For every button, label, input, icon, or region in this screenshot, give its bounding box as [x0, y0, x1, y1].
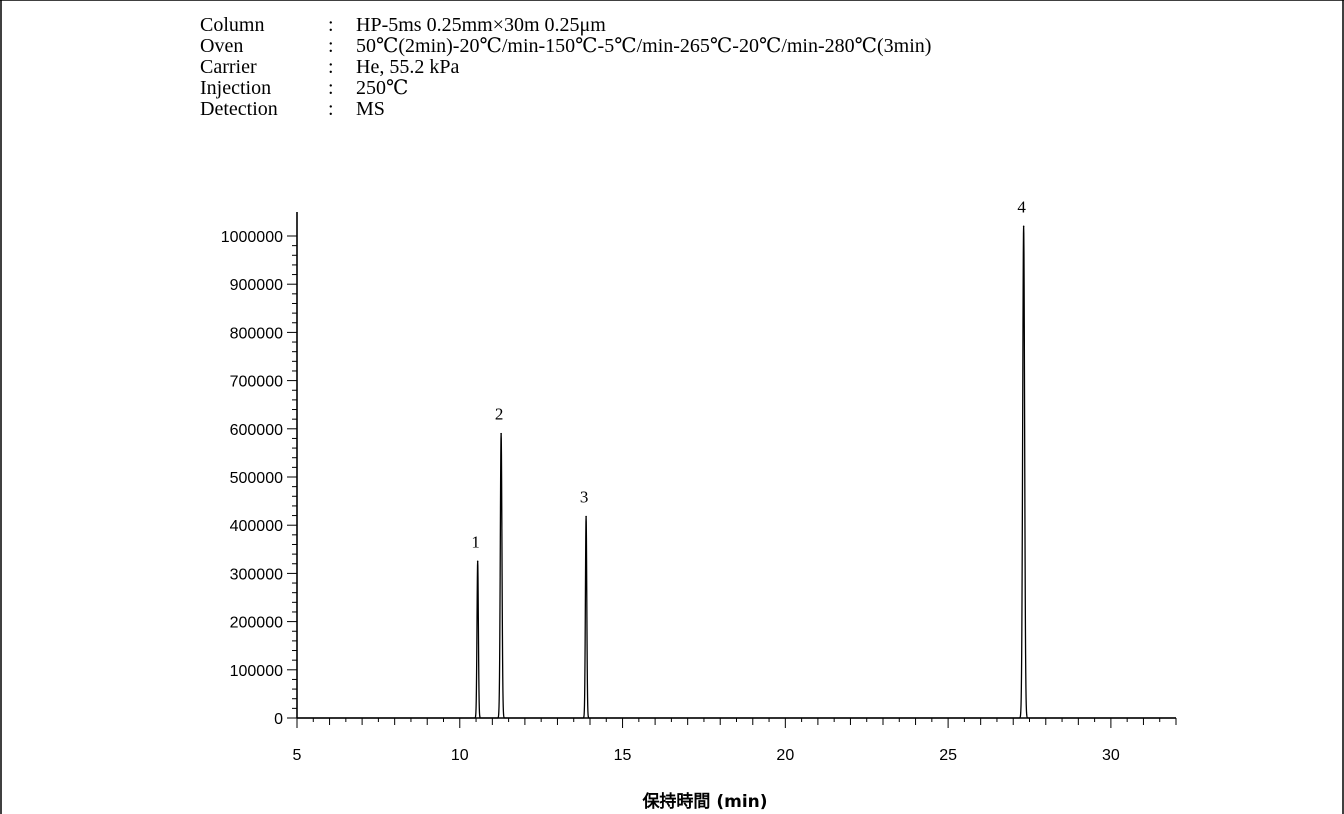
x-tick-label: 30 [1102, 747, 1120, 764]
condition-separator: : [328, 35, 334, 57]
condition-label: Column [200, 14, 265, 36]
x-tick-label: 10 [451, 747, 469, 764]
chromatogram-trace [297, 226, 1176, 719]
peak-4-apex [1022, 225, 1025, 228]
y-tick-label: 100000 [230, 663, 283, 680]
y-tick-label: 0 [274, 711, 283, 728]
condition-value: 250℃ [356, 77, 409, 99]
y-tick-label: 200000 [230, 615, 283, 632]
condition-separator: : [328, 56, 334, 78]
y-tick-label: 900000 [230, 277, 283, 294]
y-tick-label: 600000 [230, 422, 283, 439]
peak-2-label: 2 [495, 405, 504, 424]
analysis-conditions: Column : HP-5ms 0.25mm×30m 0.25μm Oven :… [200, 15, 931, 120]
condition-value: 50℃(2min)-20℃/min-150℃-5℃/min-265℃-20℃/m… [356, 35, 932, 57]
condition-separator: : [328, 77, 334, 99]
axes: 0 100000 200000 300000 400000 500000 600000 700… [221, 212, 1177, 764]
x-tick-label: 15 [614, 747, 632, 764]
x-axis-title: 保持時間 (min) [641, 791, 767, 812]
trace-layer [297, 225, 1176, 719]
y-tick-label: 500000 [230, 470, 283, 487]
y-tick-label: 1000000 [221, 229, 283, 246]
y-tick-label: 400000 [230, 518, 283, 535]
condition-label: Oven [200, 35, 244, 57]
condition-row-detection: Detection : MS [200, 99, 931, 120]
y-tick-label: 300000 [230, 566, 283, 583]
condition-row-carrier: Carrier : He, 55.2 kPa [200, 57, 931, 78]
peak-1-label: 1 [471, 532, 480, 551]
condition-row-oven: Oven : 50℃(2min)-20℃/min-150℃-5℃/min-265… [200, 36, 931, 57]
peak-labels: 1 2 3 4 [471, 197, 1026, 551]
condition-label: Carrier [200, 56, 257, 78]
condition-value: He, 55.2 kPa [356, 56, 460, 78]
x-tick-label: 25 [939, 747, 957, 764]
condition-separator: : [328, 98, 334, 120]
peak-3-apex [585, 515, 587, 518]
condition-separator: : [328, 14, 334, 36]
peak-1-apex [476, 560, 479, 563]
peak-2-apex [500, 432, 502, 435]
condition-label: Injection [200, 77, 272, 99]
condition-row-injection: Injection : 250℃ [200, 78, 931, 99]
peak-3-label: 3 [580, 488, 589, 507]
peak-4-label: 4 [1017, 197, 1026, 216]
x-tick-label: 5 [293, 747, 302, 764]
condition-value: MS [356, 98, 385, 120]
y-tick-label: 700000 [230, 374, 283, 391]
condition-value: HP-5ms 0.25mm×30m 0.25μm [356, 14, 606, 36]
x-tick-label: 20 [776, 747, 794, 764]
y-tick-label: 800000 [230, 325, 283, 342]
condition-label: Detection [200, 98, 278, 120]
condition-row-column: Column : HP-5ms 0.25mm×30m 0.25μm [200, 15, 931, 36]
